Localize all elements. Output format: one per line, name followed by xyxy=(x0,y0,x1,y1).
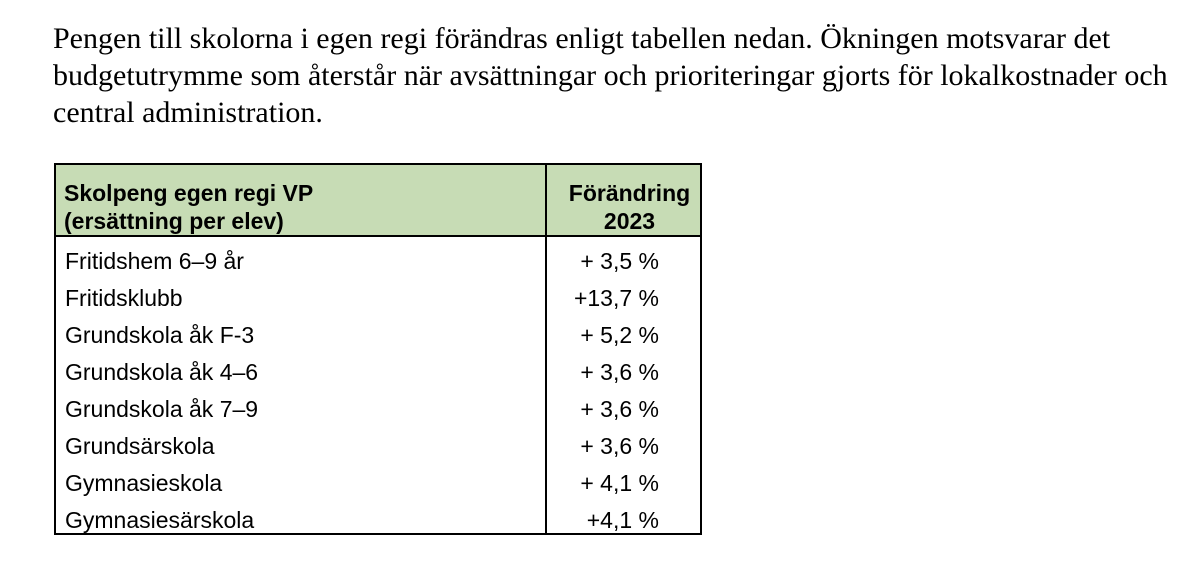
row-category: Fritidshem 6–9 år xyxy=(65,248,244,274)
row-change: + 5,2 % xyxy=(545,311,700,348)
table-row: Gymnasieskola + 4,1 % xyxy=(56,459,700,496)
row-category: Gymnasieskola xyxy=(65,470,223,496)
table-row: Grundskola åk 4–6 + 3,6 % xyxy=(56,348,700,385)
row-change: +4,1 % xyxy=(545,496,700,533)
header-category-line1: Skolpeng egen regi VP xyxy=(64,180,314,206)
table-header-row: Skolpeng egen regi VP (ersättning per el… xyxy=(56,165,700,237)
table-row: Fritidshem 6–9 år + 3,5 % xyxy=(56,237,700,274)
paragraph-line: central administration. xyxy=(53,96,323,129)
table-row: Grundskola åk F-3 + 5,2 % xyxy=(56,311,700,348)
row-change: + 3,6 % xyxy=(545,348,700,385)
header-change-line2: 2023 xyxy=(603,208,656,234)
intro-paragraph: Pengen till skolorna i egen regi förändr… xyxy=(53,20,1168,131)
header-change-line1: Förändring xyxy=(568,180,691,206)
table-header-category: Skolpeng egen regi VP (ersättning per el… xyxy=(56,165,545,237)
table-header-change: Förändring 2023 xyxy=(545,165,700,237)
row-change: + 4,1 % xyxy=(545,459,700,496)
table-row: Gymnasiesärskola +4,1 % xyxy=(56,496,700,533)
row-category: Grundskola åk 4–6 xyxy=(65,359,259,385)
row-category: Grundskola åk 7–9 xyxy=(65,396,259,422)
row-category: Fritidsklubb xyxy=(65,285,183,311)
row-change: + 3,6 % xyxy=(545,422,700,459)
row-change: +13,7 % xyxy=(545,274,700,311)
table-row: Fritidsklubb +13,7 % xyxy=(56,274,700,311)
row-category: Grundskola åk F-3 xyxy=(65,322,255,348)
table-row: Grundsärskola + 3,6 % xyxy=(56,422,700,459)
row-category: Grundsärskola xyxy=(65,433,215,459)
table-row: Grundskola åk 7–9 + 3,6 % xyxy=(56,385,700,422)
row-category: Gymnasiesärskola xyxy=(65,507,255,533)
skolpeng-table: Skolpeng egen regi VP (ersättning per el… xyxy=(54,163,702,535)
paragraph-line: budgetutrymme som återstår när avsättnin… xyxy=(53,59,1168,92)
header-category-line2: (ersättning per elev) xyxy=(64,208,284,234)
row-change: + 3,6 % xyxy=(545,385,700,422)
row-change: + 3,5 % xyxy=(545,237,700,274)
paragraph-line: Pengen till skolorna i egen regi förändr… xyxy=(53,22,1111,55)
